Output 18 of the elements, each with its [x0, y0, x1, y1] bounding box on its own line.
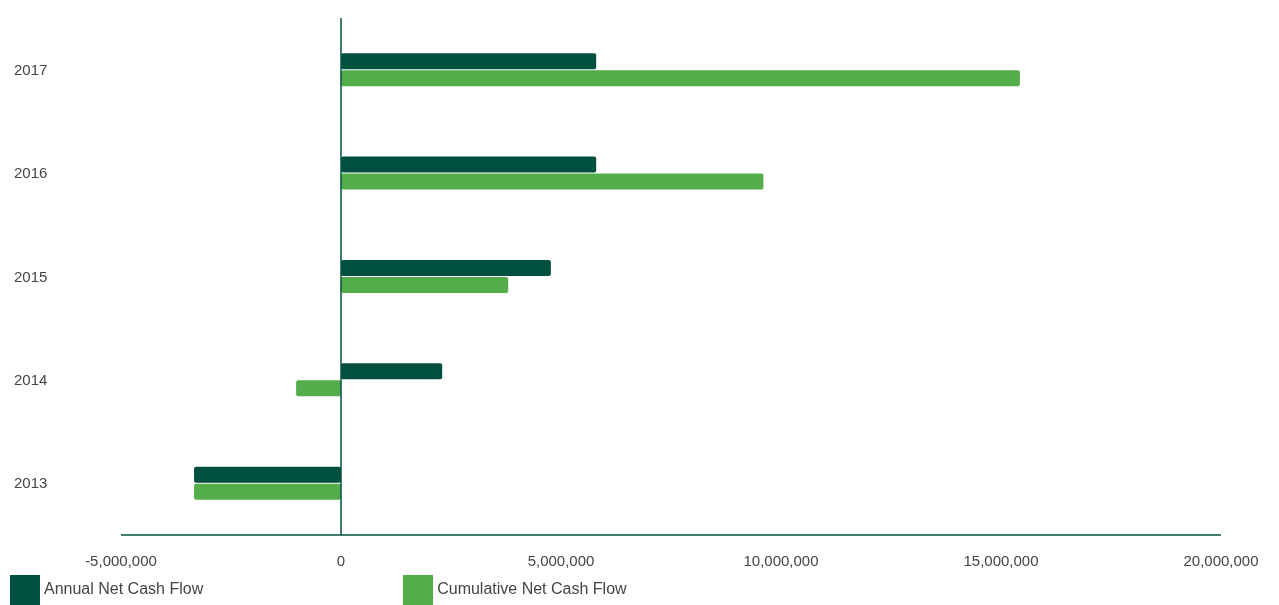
bar — [194, 483, 341, 500]
x-tick-label: 0 — [336, 551, 346, 569]
x-tick-label: 5,000,000 — [527, 551, 595, 569]
x-tick-label: -5,000,000 — [85, 551, 157, 569]
y-tick-label: 2016 — [14, 164, 48, 182]
bar — [296, 380, 341, 397]
y-tick-label: 2013 — [14, 474, 48, 492]
y-tick-label: 2014 — [14, 370, 48, 388]
bar — [341, 70, 1020, 87]
bar — [341, 276, 509, 293]
x-tick-label: 10,000,000 — [743, 551, 819, 569]
x-tick-label: 20,000,000 — [1183, 551, 1259, 569]
y-tick-label: 2015 — [14, 267, 48, 285]
legend-label: Annual Net Cash Flow — [44, 580, 204, 598]
bar — [341, 173, 764, 190]
y-tick-label: 2017 — [14, 60, 48, 78]
x-tick-label: 15,000,000 — [963, 551, 1039, 569]
legend-label: Cumulative Net Cash Flow — [437, 580, 627, 598]
